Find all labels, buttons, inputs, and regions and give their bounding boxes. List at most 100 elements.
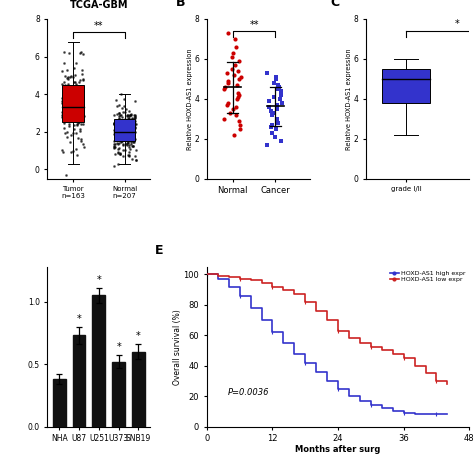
Point (118, 125, 126, 133)
Point (72, 111, 80, 119)
Point (123, 111, 131, 119)
Point (122, 118, 129, 126)
Point (75, 101, 82, 109)
Point (60, 85, 68, 92)
Point (61, 129, 69, 137)
Point (128, 131, 135, 139)
Point (128, 115, 136, 122)
Point (130, 114, 138, 121)
Point (123, 141, 130, 148)
Point (58, 99, 66, 107)
Point (113, 122, 121, 130)
Point (110, 120, 118, 128)
Point (128, 136, 135, 144)
Point (65, 100, 73, 108)
Point (110, 140, 118, 148)
Point (235, 57, 243, 65)
Point (66, 120, 73, 128)
Title: TCGA-GBM: TCGA-GBM (70, 0, 128, 10)
Point (70, 125, 78, 132)
Point (130, 125, 137, 133)
Point (120, 95, 128, 103)
Point (228, 65, 236, 73)
Point (113, 140, 121, 147)
Point (130, 142, 137, 150)
Point (122, 105, 129, 113)
Bar (53, 379, 66, 427)
Point (80, 120, 87, 128)
Point (67, 131, 75, 139)
Point (68, 97, 75, 104)
Point (237, 73, 245, 81)
Point (75, 97, 82, 104)
Point (277, 91, 284, 99)
Point (271, 133, 279, 141)
Y-axis label: Relative HOXD-AS1 expression: Relative HOXD-AS1 expression (187, 48, 193, 150)
Point (112, 130, 120, 138)
Point (65, 105, 73, 112)
Point (123, 142, 130, 149)
Point (129, 136, 137, 144)
Point (79, 88, 87, 95)
Point (72, 106, 79, 114)
Text: *: * (97, 275, 101, 285)
Point (114, 118, 122, 125)
Point (70, 101, 77, 109)
Point (237, 125, 244, 133)
Point (128, 110, 135, 118)
Point (69, 88, 76, 95)
Point (63, 90, 71, 97)
Point (128, 131, 135, 138)
Point (75, 94, 83, 102)
Point (63, 92, 71, 100)
Point (59, 80, 66, 88)
Point (232, 35, 239, 43)
Point (119, 132, 127, 139)
Point (78, 112, 86, 119)
Point (110, 144, 118, 151)
Point (122, 127, 130, 135)
Point (78, 66, 85, 73)
Point (265, 97, 273, 105)
Point (110, 130, 118, 137)
Point (66, 114, 73, 122)
Point (234, 89, 242, 97)
Point (71, 79, 79, 86)
Point (131, 124, 139, 132)
Point (64, 98, 72, 105)
Point (225, 99, 232, 107)
Point (115, 139, 122, 146)
Point (75, 114, 82, 122)
Point (60, 93, 67, 100)
Point (231, 61, 239, 69)
Point (111, 143, 118, 151)
Point (132, 156, 139, 164)
Point (78, 107, 85, 114)
Point (115, 144, 123, 152)
Point (112, 128, 120, 135)
Point (112, 132, 119, 139)
Point (117, 131, 125, 139)
Point (126, 141, 133, 149)
Point (126, 145, 134, 153)
Bar (62, 85, 84, 122)
Point (119, 141, 127, 149)
Point (73, 146, 80, 153)
Point (223, 101, 231, 109)
Point (58, 113, 66, 121)
Point (268, 111, 276, 118)
Point (124, 139, 131, 147)
Point (124, 124, 132, 131)
Point (60, 100, 67, 108)
Point (74, 96, 82, 103)
Point (125, 143, 133, 151)
Point (77, 104, 84, 112)
Point (64, 66, 71, 74)
Point (62, 105, 70, 112)
Point (77, 109, 84, 117)
Point (73, 120, 81, 128)
Point (71, 78, 78, 85)
Point (124, 123, 131, 130)
Point (126, 112, 133, 120)
Point (67, 106, 75, 114)
